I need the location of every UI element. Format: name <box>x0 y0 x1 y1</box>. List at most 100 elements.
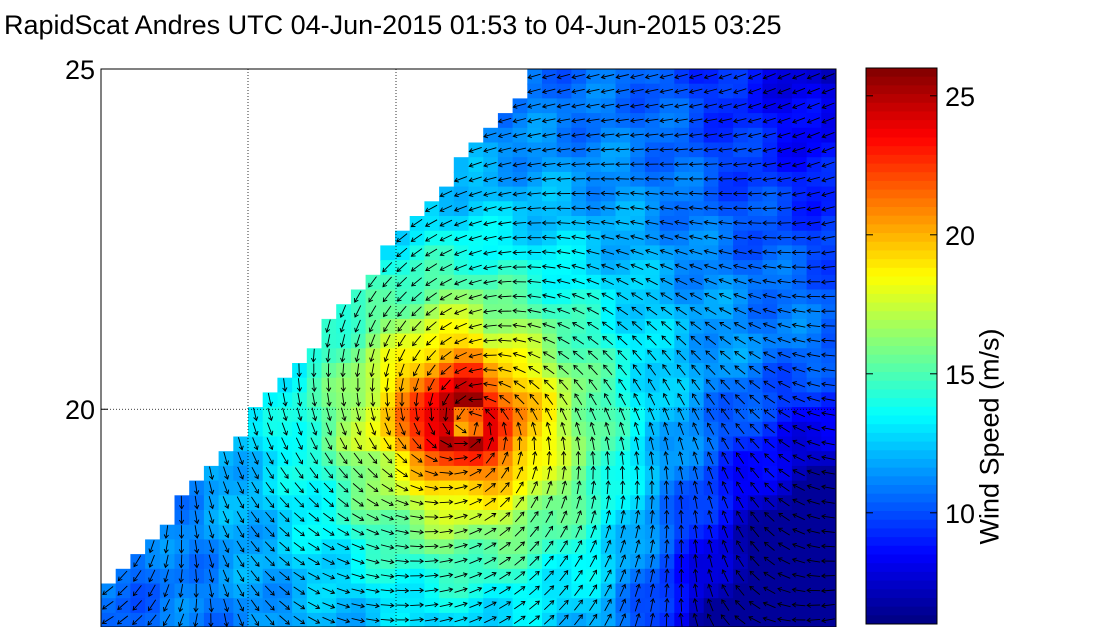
wind-arrow <box>559 393 568 406</box>
wind-arrow <box>661 349 672 361</box>
heatmap-cell <box>145 598 161 614</box>
wind-arrow <box>620 480 626 495</box>
wind-arrow <box>601 278 614 286</box>
wind-arrow <box>821 102 835 109</box>
colorbar-segment <box>866 111 937 121</box>
wind-arrow <box>264 556 275 567</box>
wind-arrow <box>499 556 512 566</box>
wind-arrow <box>647 364 657 376</box>
wind-arrow <box>721 599 730 611</box>
colorbar <box>865 67 938 625</box>
wind-arrow <box>439 278 453 286</box>
heatmap-cell <box>130 568 146 585</box>
wind-arrow <box>644 147 659 153</box>
heatmap-cell <box>644 510 661 526</box>
wind-arrow <box>821 484 835 490</box>
wind-arrow <box>468 294 482 300</box>
heatmap-cell <box>556 274 572 291</box>
heatmap-cell <box>439 539 455 555</box>
heatmap-cell <box>395 304 411 320</box>
wind-arrow <box>777 162 791 168</box>
wind-arrow <box>820 264 835 271</box>
wind-arrow <box>645 292 658 301</box>
heatmap-cell <box>689 157 705 173</box>
heatmap-cell <box>791 583 808 599</box>
heatmap-cell <box>380 333 396 349</box>
heatmap-cell <box>556 583 572 599</box>
heatmap-cell <box>336 363 352 379</box>
wind-arrow <box>747 102 762 109</box>
heatmap-cell <box>468 465 484 482</box>
wind-arrow <box>629 205 644 211</box>
heatmap-cell <box>659 612 675 627</box>
heatmap-cell <box>733 157 749 173</box>
wind-arrow <box>602 350 613 361</box>
heatmap-cell <box>791 260 808 276</box>
heatmap-cell <box>762 216 778 232</box>
wind-arrow <box>703 234 718 240</box>
heatmap-cell <box>424 348 440 364</box>
heatmap-cell <box>718 69 734 85</box>
wind-arrow <box>351 617 366 624</box>
heatmap-cell <box>483 465 499 482</box>
wind-arrow <box>589 407 597 421</box>
wind-arrow <box>763 366 776 374</box>
heatmap-cell <box>527 127 543 144</box>
wind-arrow <box>776 293 791 299</box>
heatmap-cell <box>703 539 719 555</box>
heatmap-cell <box>453 554 470 570</box>
y-tick-label: 20 <box>65 395 95 425</box>
wind-arrow <box>148 584 156 597</box>
wind-arrow <box>526 235 541 241</box>
heatmap-cell <box>439 465 455 482</box>
wind-arrow <box>688 161 703 167</box>
heatmap-cell <box>527 98 543 114</box>
heatmap-cell <box>542 524 558 540</box>
wind-arrow <box>311 392 317 407</box>
wind-arrow <box>762 132 776 139</box>
heatmap-cell <box>615 568 631 585</box>
wind-arrow <box>337 558 350 565</box>
heatmap-cell <box>821 554 836 570</box>
heatmap-cell <box>600 216 617 232</box>
wind-arrow <box>763 556 775 566</box>
heatmap-cell <box>644 583 661 599</box>
heatmap-cell <box>453 598 470 614</box>
wind-arrow <box>707 509 713 524</box>
heatmap-cell <box>439 201 455 217</box>
wind-arrow <box>821 87 835 95</box>
colorbar-segment <box>866 458 937 469</box>
heatmap-cell <box>571 539 587 555</box>
wind-arrow <box>497 250 512 256</box>
wind-arrow <box>485 467 496 478</box>
heatmap-cell <box>350 304 367 320</box>
wind-arrow <box>704 336 717 345</box>
wind-arrow <box>619 450 625 465</box>
wind-arrow <box>527 293 541 299</box>
wind-arrow <box>588 364 598 376</box>
wind-arrow <box>454 441 469 447</box>
heatmap-cell <box>644 69 661 85</box>
heatmap-cell <box>791 127 808 144</box>
wind-arrow <box>512 293 527 299</box>
wind-arrow <box>559 407 567 421</box>
wind-arrow <box>178 584 184 598</box>
wind-arrow <box>791 176 806 183</box>
wind-arrow <box>735 408 745 420</box>
wind-arrow <box>453 176 468 183</box>
wind-arrow <box>734 615 746 625</box>
wind-arrow <box>689 307 702 316</box>
colorbar-segment <box>866 94 937 104</box>
wind-arrow <box>383 305 392 318</box>
heatmap-cell <box>542 598 558 614</box>
heatmap-cell <box>586 201 602 217</box>
wind-arrow <box>512 264 527 270</box>
wind-arrow <box>497 147 512 153</box>
wind-arrow <box>721 584 729 597</box>
heatmap-cell <box>512 495 528 511</box>
heatmap-cell <box>497 465 514 482</box>
wind-arrow <box>762 616 776 623</box>
heatmap-cell <box>542 201 558 217</box>
heatmap-cell <box>571 83 587 99</box>
wind-arrow <box>806 337 821 343</box>
